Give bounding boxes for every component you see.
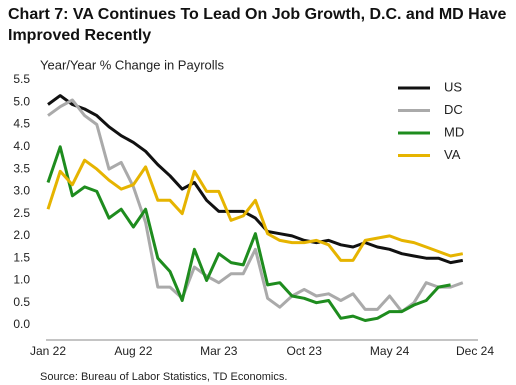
series-line [47,98,464,314]
series-line [46,158,464,262]
x-tick-label: Dec 24 [456,344,494,358]
series-line [46,145,451,322]
y-tick-label: 0.5 [13,295,30,309]
y-tick-label: 0.0 [13,317,30,331]
chart-subtitle: Year/Year % Change in Payrolls [40,57,225,72]
legend-label: VA [444,147,461,162]
y-tick-label: 3.0 [13,184,30,198]
legend-label: MD [444,124,464,139]
legend-label: DC [444,102,463,117]
y-tick-label: 4.0 [13,139,30,153]
x-tick-label: Jan 22 [30,344,66,358]
chart-source: Source: Bureau of Labor Statistics, TD E… [40,371,287,383]
y-tick-label: 1.0 [13,273,30,287]
y-tick-label: 3.5 [13,161,30,175]
x-tick-label: Mar 23 [200,344,238,358]
y-tick-label: 5.0 [13,94,30,108]
x-tick-label: Oct 23 [287,344,323,358]
legend-label: US [444,79,462,94]
y-tick-label: 4.5 [13,117,30,131]
x-tick-label: Aug 22 [114,344,152,358]
series-line [47,94,464,265]
x-tick-label: May 24 [370,344,410,358]
y-tick-label: 2.5 [13,206,30,220]
chart-title: Chart 7: VA Continues To Lead On Job Gro… [8,6,507,44]
y-tick-label: 2.0 [13,228,30,242]
y-tick-label: 5.5 [13,72,30,86]
y-tick-label: 1.5 [13,250,30,264]
